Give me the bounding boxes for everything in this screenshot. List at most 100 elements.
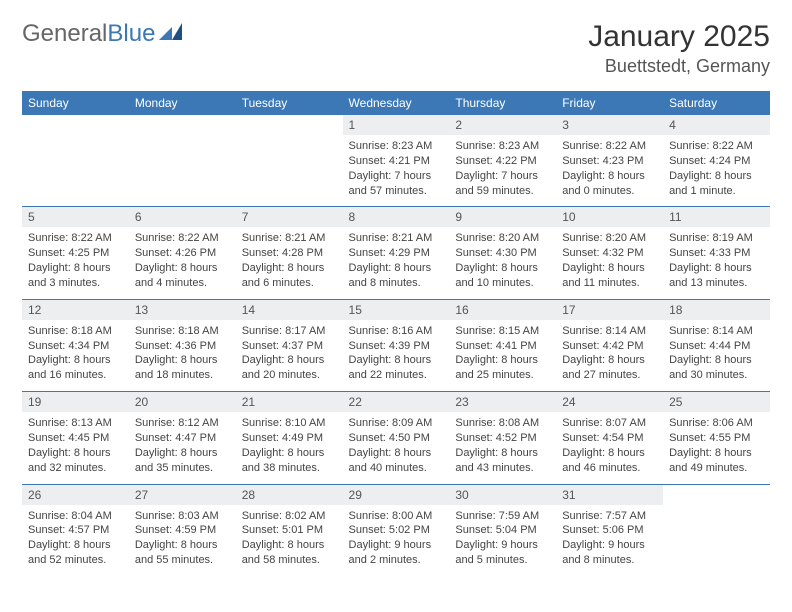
day-number-cell: 14 (236, 300, 343, 320)
sunset-text: Sunset: 4:37 PM (242, 339, 337, 354)
daylight-text: and 55 minutes. (135, 553, 230, 568)
day-number-cell: 3 (556, 115, 663, 135)
daylight-text: and 57 minutes. (349, 184, 444, 199)
sunrise-text: Sunrise: 8:08 AM (455, 416, 550, 431)
daylight-text: Daylight: 8 hours (349, 261, 444, 276)
day-number: 22 (349, 395, 362, 409)
day-detail-cell: Sunrise: 8:17 AMSunset: 4:37 PMDaylight:… (236, 320, 343, 392)
sunset-text: Sunset: 4:55 PM (669, 431, 764, 446)
sunrise-text: Sunrise: 8:23 AM (455, 139, 550, 154)
sunrise-text: Sunrise: 8:10 AM (242, 416, 337, 431)
daylight-text: and 18 minutes. (135, 368, 230, 383)
day-detail-cell: Sunrise: 8:14 AMSunset: 4:42 PMDaylight:… (556, 320, 663, 392)
daylight-text: and 59 minutes. (455, 184, 550, 199)
sunrise-text: Sunrise: 8:21 AM (349, 231, 444, 246)
day-number-cell: 27 (129, 485, 236, 505)
daylight-text: Daylight: 8 hours (135, 353, 230, 368)
day-number-cell: 31 (556, 485, 663, 505)
daylight-text: Daylight: 7 hours (455, 169, 550, 184)
day-number-cell: 23 (449, 392, 556, 412)
day-detail-cell: Sunrise: 8:23 AMSunset: 4:22 PMDaylight:… (449, 135, 556, 207)
sunset-text: Sunset: 4:49 PM (242, 431, 337, 446)
day-number-cell: 15 (343, 300, 450, 320)
day-detail-cell: Sunrise: 8:13 AMSunset: 4:45 PMDaylight:… (22, 412, 129, 484)
daylight-text: Daylight: 8 hours (135, 261, 230, 276)
daylight-text: and 2 minutes. (349, 553, 444, 568)
day-number: 29 (349, 488, 362, 502)
day-number: 24 (562, 395, 575, 409)
day-detail-cell: Sunrise: 8:04 AMSunset: 4:57 PMDaylight:… (22, 505, 129, 576)
day-number-cell: 22 (343, 392, 450, 412)
day-number-cell: 10 (556, 207, 663, 227)
daylight-text: and 52 minutes. (28, 553, 123, 568)
daylight-text: Daylight: 8 hours (669, 169, 764, 184)
sunset-text: Sunset: 5:02 PM (349, 523, 444, 538)
daylight-text: Daylight: 8 hours (28, 538, 123, 553)
day-detail-cell: Sunrise: 8:08 AMSunset: 4:52 PMDaylight:… (449, 412, 556, 484)
day-detail-cell: Sunrise: 8:02 AMSunset: 5:01 PMDaylight:… (236, 505, 343, 576)
day-detail-cell: Sunrise: 8:07 AMSunset: 4:54 PMDaylight:… (556, 412, 663, 484)
daylight-text: and 1 minute. (669, 184, 764, 199)
sunrise-text: Sunrise: 8:06 AM (669, 416, 764, 431)
sunset-text: Sunset: 4:25 PM (28, 246, 123, 261)
sunset-text: Sunset: 4:47 PM (135, 431, 230, 446)
daylight-text: Daylight: 8 hours (562, 446, 657, 461)
day-number: 30 (455, 488, 468, 502)
day-number: 10 (562, 210, 575, 224)
daylight-text: Daylight: 8 hours (28, 446, 123, 461)
day-number-cell: 28 (236, 485, 343, 505)
sunset-text: Sunset: 4:42 PM (562, 339, 657, 354)
sunset-text: Sunset: 4:59 PM (135, 523, 230, 538)
sunset-text: Sunset: 4:44 PM (669, 339, 764, 354)
daylight-text: and 4 minutes. (135, 276, 230, 291)
day-detail-cell: Sunrise: 8:16 AMSunset: 4:39 PMDaylight:… (343, 320, 450, 392)
sunrise-text: Sunrise: 8:07 AM (562, 416, 657, 431)
sunrise-text: Sunrise: 8:03 AM (135, 509, 230, 524)
day-number-cell: 2 (449, 115, 556, 135)
daylight-text: Daylight: 8 hours (242, 261, 337, 276)
daylight-text: Daylight: 8 hours (669, 353, 764, 368)
sunrise-text: Sunrise: 8:09 AM (349, 416, 444, 431)
daylight-text: and 40 minutes. (349, 461, 444, 476)
day-detail-cell: Sunrise: 7:59 AMSunset: 5:04 PMDaylight:… (449, 505, 556, 576)
daylight-text: Daylight: 8 hours (669, 446, 764, 461)
day-number: 27 (135, 488, 148, 502)
day-detail-cell: Sunrise: 8:18 AMSunset: 4:36 PMDaylight:… (129, 320, 236, 392)
sunrise-text: Sunrise: 8:22 AM (562, 139, 657, 154)
day-header: Sunday (22, 91, 129, 115)
day-detail-cell: Sunrise: 8:12 AMSunset: 4:47 PMDaylight:… (129, 412, 236, 484)
sunrise-text: Sunrise: 8:23 AM (349, 139, 444, 154)
day-number: 3 (562, 118, 569, 132)
daylight-text: and 20 minutes. (242, 368, 337, 383)
day-number: 2 (455, 118, 462, 132)
day-header-label: Friday (562, 96, 595, 110)
day-number-cell: 24 (556, 392, 663, 412)
daylight-text: Daylight: 8 hours (455, 446, 550, 461)
daylight-text: and 35 minutes. (135, 461, 230, 476)
day-detail-cell: Sunrise: 8:18 AMSunset: 4:34 PMDaylight:… (22, 320, 129, 392)
sunset-text: Sunset: 5:01 PM (242, 523, 337, 538)
day-detail-cell: Sunrise: 8:15 AMSunset: 4:41 PMDaylight:… (449, 320, 556, 392)
sunset-text: Sunset: 4:34 PM (28, 339, 123, 354)
day-number: 25 (669, 395, 682, 409)
day-number: 11 (669, 210, 681, 224)
day-detail-cell: Sunrise: 8:20 AMSunset: 4:30 PMDaylight:… (449, 227, 556, 299)
daylight-text: and 30 minutes. (669, 368, 764, 383)
daylight-text: Daylight: 9 hours (562, 538, 657, 553)
sunrise-text: Sunrise: 8:02 AM (242, 509, 337, 524)
day-number: 12 (28, 303, 41, 317)
sunset-text: Sunset: 4:21 PM (349, 154, 444, 169)
title-block: January 2025 Buettstedt, Germany (588, 20, 770, 77)
daylight-text: and 8 minutes. (349, 276, 444, 291)
day-number-cell (236, 115, 343, 135)
day-number-cell: 17 (556, 300, 663, 320)
day-number: 9 (455, 210, 462, 224)
daylight-text: Daylight: 8 hours (242, 353, 337, 368)
sunrise-text: Sunrise: 8:13 AM (28, 416, 123, 431)
daylight-text: and 8 minutes. (562, 553, 657, 568)
day-header: Tuesday (236, 91, 343, 115)
day-header-label: Thursday (455, 96, 505, 110)
day-detail-cell: Sunrise: 8:21 AMSunset: 4:28 PMDaylight:… (236, 227, 343, 299)
daylight-text: and 32 minutes. (28, 461, 123, 476)
day-detail-cell: Sunrise: 8:03 AMSunset: 4:59 PMDaylight:… (129, 505, 236, 576)
